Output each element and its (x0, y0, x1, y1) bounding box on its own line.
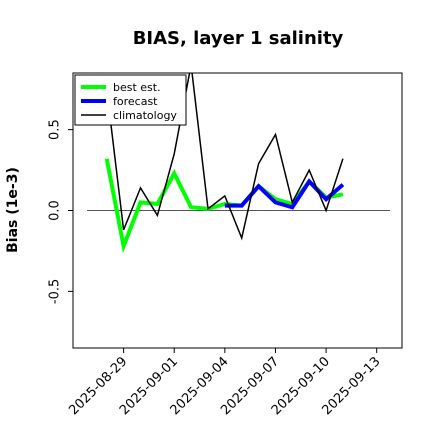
series-line-climatology (105, 73, 344, 241)
y-tick-label: -0.5 (48, 279, 63, 304)
series-line-forecast (224, 178, 345, 210)
y-tick-label: 0.5 (48, 119, 63, 140)
legend-label: best est. (113, 81, 161, 94)
y-axis-label: Bias (1e-3) (5, 167, 21, 253)
chart-title: BIAS, layer 1 salinity (133, 28, 344, 49)
y-tick-label: 0.0 (48, 200, 63, 221)
legend-label: forecast (113, 95, 158, 108)
legend-label: climatology (113, 109, 177, 122)
